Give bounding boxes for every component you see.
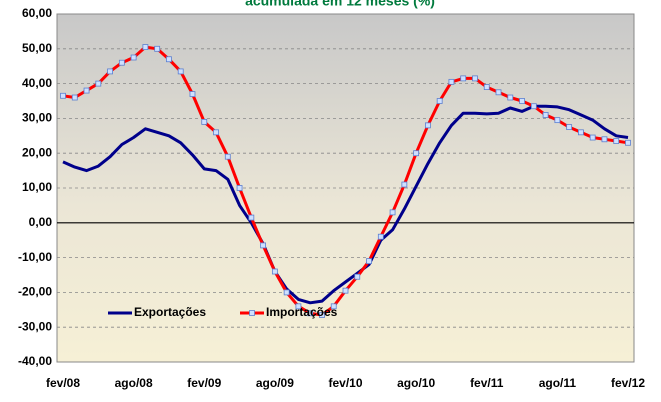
marker — [424, 122, 431, 129]
marker — [307, 310, 314, 317]
y-tick-label: 20,00 — [22, 145, 52, 159]
marker — [107, 68, 113, 75]
y-tick-label: 40,00 — [22, 76, 52, 90]
marker — [625, 139, 631, 146]
marker — [83, 87, 90, 94]
y-tick-label: -10,00 — [18, 250, 52, 264]
marker — [354, 273, 361, 280]
marker — [118, 59, 125, 66]
marker — [177, 68, 184, 75]
x-tick-label: ago/08 — [115, 376, 153, 390]
marker — [460, 75, 467, 82]
marker — [236, 185, 243, 191]
marker — [554, 117, 561, 124]
marker — [71, 94, 78, 101]
marker — [495, 89, 502, 96]
marker — [566, 124, 573, 130]
marker — [295, 303, 302, 310]
x-tick-label: fev/10 — [328, 376, 362, 390]
marker — [472, 75, 478, 82]
marker — [401, 181, 408, 188]
x-tick-label: ago/09 — [256, 376, 294, 390]
marker — [507, 94, 514, 101]
marker — [213, 129, 219, 136]
marker — [542, 112, 549, 118]
marker — [389, 209, 396, 216]
marker — [613, 138, 620, 144]
legend-label: Importações — [266, 305, 338, 319]
marker — [60, 92, 66, 99]
marker — [448, 78, 455, 85]
x-tick-label: fev/09 — [187, 376, 221, 390]
y-tick-label: 50,00 — [22, 41, 52, 55]
chart-title: acumulada em 12 meses (%) — [245, 0, 435, 9]
y-tick-label: 60,00 — [22, 6, 52, 20]
marker — [319, 312, 325, 318]
y-tick-label: 10,00 — [22, 180, 52, 194]
marker — [271, 268, 278, 275]
marker — [142, 44, 149, 50]
marker — [342, 287, 349, 294]
marker — [366, 258, 372, 264]
marker — [248, 214, 255, 221]
marker — [189, 91, 196, 97]
marker — [377, 233, 384, 240]
y-tick-label: -30,00 — [18, 319, 52, 333]
marker — [95, 80, 102, 87]
marker — [589, 134, 596, 141]
y-tick-label: -40,00 — [18, 354, 52, 368]
x-tick-label: ago/11 — [539, 376, 577, 390]
marker — [224, 153, 231, 160]
marker — [483, 84, 490, 90]
y-tick-label: 0,00 — [29, 215, 53, 229]
marker — [601, 136, 608, 143]
x-tick-label: fev/08 — [46, 376, 80, 390]
marker — [436, 98, 443, 104]
x-tick-label: ago/10 — [397, 376, 435, 390]
marker — [260, 242, 267, 249]
legend-label: Exportações — [134, 305, 206, 319]
marker — [413, 150, 420, 157]
marker — [166, 56, 172, 63]
marker — [530, 103, 537, 110]
x-tick-label: fev/12 — [611, 376, 645, 390]
marker — [154, 45, 161, 52]
marker — [283, 289, 290, 296]
marker — [330, 303, 337, 310]
x-tick-label: fev/11 — [470, 376, 504, 390]
legend-marker — [249, 310, 255, 316]
y-tick-label: -20,00 — [18, 285, 52, 299]
marker — [130, 54, 137, 61]
marker — [578, 129, 584, 136]
marker — [201, 118, 208, 125]
marker — [519, 98, 525, 104]
y-tick-label: 30,00 — [22, 111, 52, 125]
